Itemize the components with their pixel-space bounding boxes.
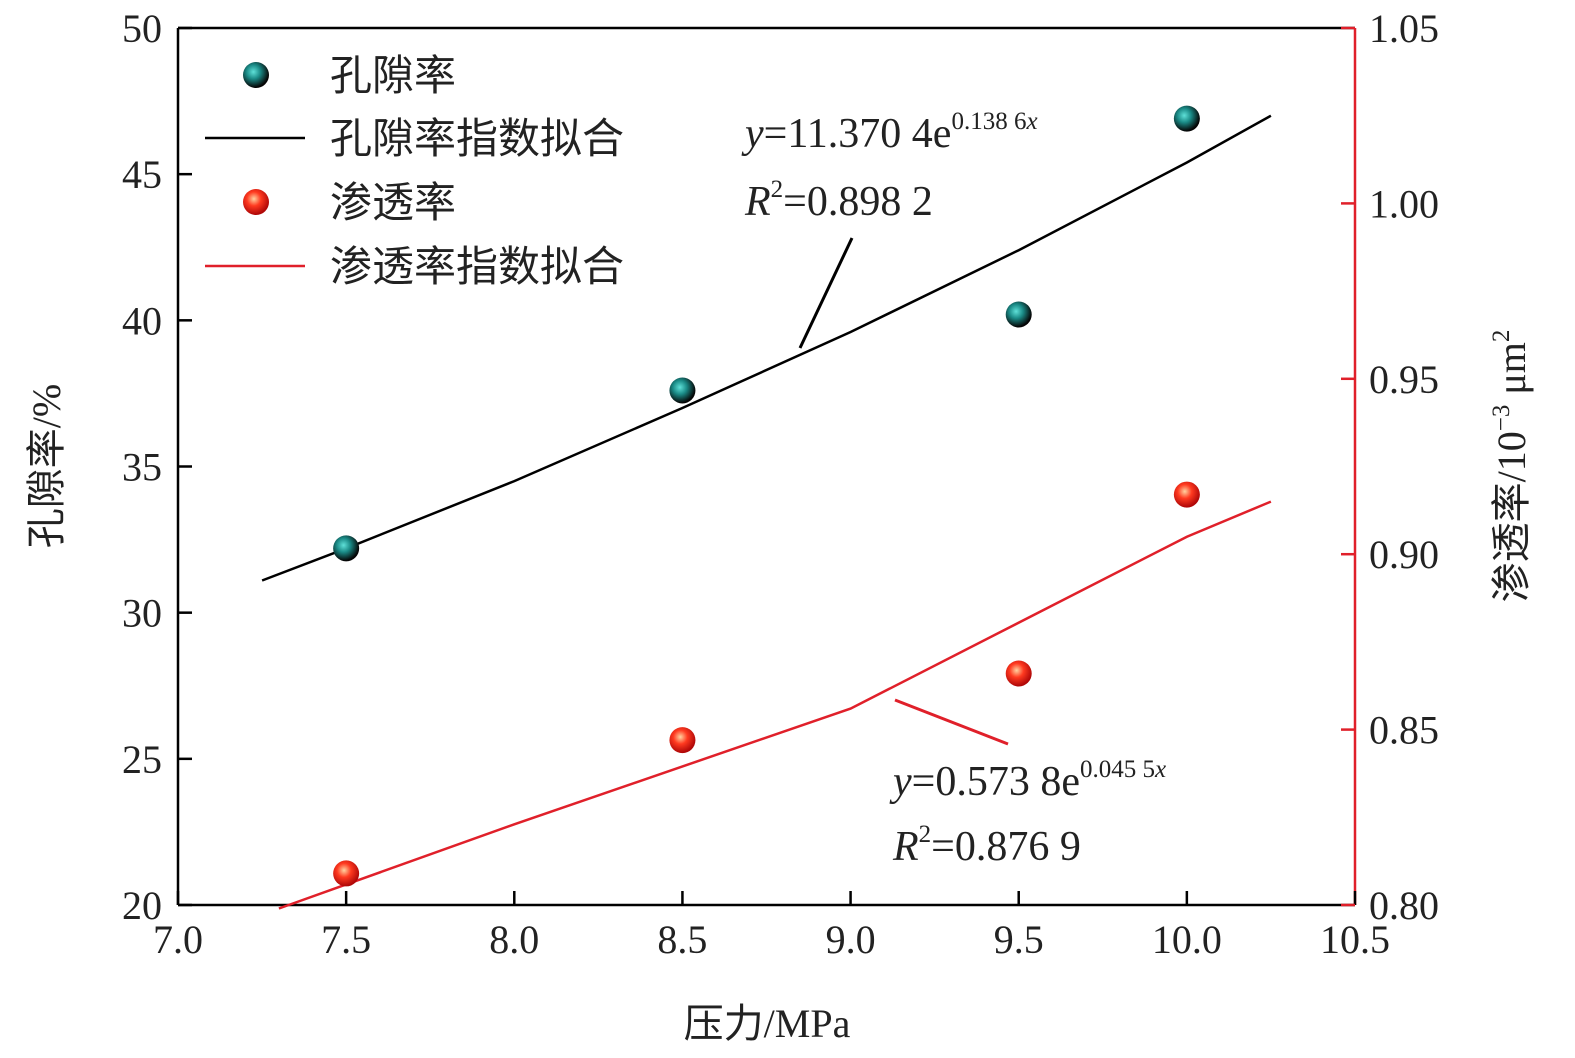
- y-left-tick-label: 30: [122, 591, 162, 636]
- legend-label: 渗透率指数拟合: [330, 242, 624, 291]
- porosity-eq-exp-var: x: [1025, 108, 1037, 135]
- x-tick-label: 9.5: [994, 917, 1044, 962]
- y-axis-left-title: 孔隙率/%: [24, 384, 69, 548]
- y-left-tick-label: 20: [122, 883, 162, 928]
- y-axis-right-title-unit-exp: 2: [1488, 330, 1515, 343]
- data-point-2: [669, 727, 696, 754]
- x-axis: 7.0 7.5 8.0 8.5 9.0 9.5 10.0 10.5: [153, 891, 1390, 962]
- y-right-tick-label: 0.95: [1369, 357, 1439, 402]
- x-tick-label: 8.0: [489, 917, 539, 962]
- x-tick-label: 9.0: [826, 917, 876, 962]
- permeability-fit-equation: y=0.573 8e0.045 5x: [889, 756, 1166, 805]
- y-axis-right-title-main: 渗透率/10: [1489, 431, 1534, 602]
- porosity-eq-exp: 0.138 6: [951, 108, 1026, 135]
- perm-eq-main: =0.573 8e: [912, 759, 1080, 805]
- data-point-2: [1005, 660, 1032, 687]
- y-axis-right-title: 渗透率/10−3 μm2: [1488, 330, 1534, 603]
- y-right-tick-label: 0.80: [1369, 883, 1439, 928]
- series-layer: [261, 105, 1272, 910]
- y-axis-right: 0.80 0.85 0.90 0.95 1.00 1.05: [1341, 6, 1439, 928]
- y-axis-left: 20 25 30 35 40 45 50: [122, 6, 192, 928]
- y-right-tick-label: 0.85: [1369, 708, 1439, 753]
- y-left-tick-label: 40: [122, 298, 162, 343]
- y-axis-right-title-exp: −3: [1488, 405, 1515, 432]
- porosity-fit-equation: y=11.370 4e0.138 6x: [741, 108, 1038, 157]
- legend-marker: [243, 189, 269, 215]
- legend-label: 渗透率: [330, 178, 456, 227]
- x-tick-label: 8.5: [657, 917, 707, 962]
- porosity-r2-sup: 2: [771, 176, 784, 203]
- permeability-fit-r2: R2=0.876 9: [892, 821, 1081, 870]
- y-left-tick-label: 35: [122, 445, 162, 490]
- x-tick-label: 10.0: [1152, 917, 1222, 962]
- porosity-leader-line: [798, 237, 854, 349]
- porosity-eq-y: y: [741, 111, 764, 157]
- legend-marker: [243, 62, 269, 88]
- permeability-leader-line: [894, 698, 1009, 746]
- perm-r2-r: R: [892, 824, 919, 870]
- porosity-eq-main: =11.370 4e: [764, 111, 952, 157]
- x-axis-title: 压力/MPa: [684, 1001, 851, 1046]
- series-line-1: [261, 114, 1272, 582]
- data-point-0: [1173, 105, 1200, 132]
- perm-r2-sup: 2: [919, 821, 932, 848]
- legend-label: 孔隙率: [330, 51, 456, 100]
- data-point-2: [333, 860, 360, 887]
- y-axis-right-title-unit: μm: [1489, 342, 1534, 405]
- x-tick-label: 7.5: [321, 917, 371, 962]
- series-line-3: [278, 500, 1272, 910]
- data-point-2: [1173, 481, 1200, 508]
- porosity-fit-r2: R2=0.898 2: [744, 176, 933, 225]
- data-point-0: [669, 377, 696, 404]
- perm-eq-exp: 0.045 5: [1080, 756, 1155, 783]
- data-point-0: [333, 535, 360, 562]
- y-left-tick-label: 25: [122, 737, 162, 782]
- y-right-tick-label: 0.90: [1369, 532, 1439, 577]
- y-left-tick-label: 50: [122, 6, 162, 51]
- x-tick-label: 7.0: [153, 917, 203, 962]
- porosity-r2-r: R: [744, 179, 771, 225]
- y-left-tick-label: 45: [122, 152, 162, 197]
- perm-r2-value: =0.876 9: [931, 824, 1081, 870]
- data-point-0: [1005, 301, 1032, 328]
- permeability-fit-annotation: y=0.573 8e0.045 5x R2=0.876 9: [889, 698, 1166, 870]
- y-right-tick-label: 1.05: [1369, 6, 1439, 51]
- perm-eq-y: y: [889, 759, 912, 805]
- perm-eq-exp-var: x: [1154, 756, 1166, 783]
- x-tick-label: 10.5: [1320, 917, 1390, 962]
- porosity-r2-value: =0.898 2: [783, 179, 933, 225]
- porosity-fit-annotation: y=11.370 4e0.138 6x R2=0.898 2: [741, 108, 1038, 349]
- y-right-tick-label: 1.00: [1369, 181, 1439, 226]
- legend-label: 孔隙率指数拟合: [330, 114, 624, 163]
